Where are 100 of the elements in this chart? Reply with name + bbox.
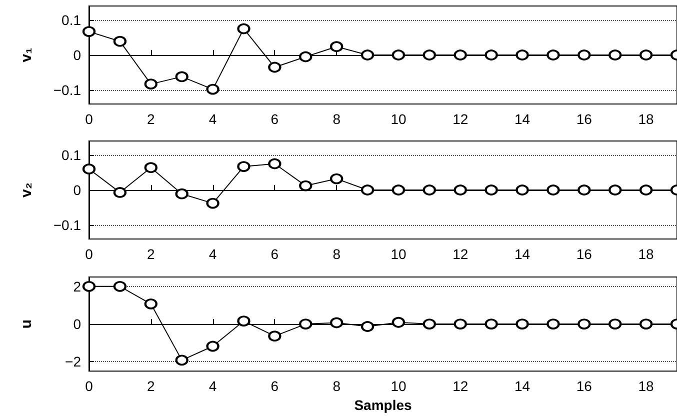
point bbox=[546, 184, 560, 196]
point bbox=[392, 316, 405, 328]
y-tick-label: 0.1 bbox=[62, 147, 82, 163]
x-tick-label: 18 bbox=[638, 246, 654, 262]
point bbox=[330, 41, 344, 52]
point bbox=[330, 173, 344, 184]
point bbox=[422, 50, 436, 60]
x-tick-label: 4 bbox=[208, 246, 217, 262]
y-tick-label: 2 bbox=[73, 278, 82, 294]
x-axis-title: Samples bbox=[354, 397, 412, 413]
y-tick-label: 0 bbox=[73, 182, 82, 198]
x-tick-label: 18 bbox=[638, 111, 654, 127]
point bbox=[175, 188, 188, 200]
point bbox=[237, 23, 250, 34]
x-tick-label: 10 bbox=[390, 378, 406, 394]
point bbox=[206, 84, 220, 95]
x-tick-label: 10 bbox=[390, 246, 406, 262]
point bbox=[144, 78, 158, 90]
point bbox=[144, 298, 158, 310]
point bbox=[392, 184, 405, 196]
point bbox=[237, 161, 250, 172]
x-tick-label: 14 bbox=[514, 378, 530, 394]
x-tick-label: 0 bbox=[85, 246, 94, 262]
point bbox=[361, 321, 374, 332]
point bbox=[640, 50, 653, 60]
point bbox=[361, 50, 374, 60]
x-tick-label: 8 bbox=[332, 246, 341, 262]
point bbox=[268, 62, 282, 73]
point bbox=[608, 50, 622, 60]
point bbox=[268, 330, 282, 342]
point bbox=[144, 162, 158, 174]
point bbox=[82, 164, 96, 174]
point bbox=[361, 184, 374, 196]
y-axis-title: v₁ bbox=[18, 48, 35, 62]
point bbox=[82, 280, 96, 292]
point bbox=[175, 71, 188, 82]
point bbox=[299, 180, 312, 192]
point bbox=[454, 318, 467, 330]
point bbox=[484, 184, 498, 196]
x-tick-label: 16 bbox=[576, 378, 592, 394]
y-tick-label: 0 bbox=[73, 47, 82, 63]
x-tick-label: 4 bbox=[208, 378, 217, 394]
x-tick-label: 6 bbox=[270, 246, 279, 262]
x-tick-label: 16 bbox=[576, 246, 592, 262]
point bbox=[206, 340, 220, 352]
point bbox=[484, 50, 498, 60]
x-tick-label: 4 bbox=[208, 111, 217, 127]
point bbox=[516, 50, 529, 60]
x-tick-label: 0 bbox=[85, 111, 94, 127]
point bbox=[82, 26, 96, 38]
point bbox=[268, 158, 282, 170]
x-tick-label: 12 bbox=[452, 111, 468, 127]
point bbox=[484, 318, 498, 330]
point bbox=[454, 184, 467, 196]
point bbox=[113, 280, 126, 292]
point bbox=[454, 50, 467, 60]
point bbox=[516, 318, 529, 330]
x-tick-label: 16 bbox=[576, 111, 592, 127]
point bbox=[113, 186, 126, 198]
x-tick-label: 12 bbox=[452, 378, 468, 394]
point bbox=[422, 184, 436, 196]
point bbox=[516, 184, 529, 196]
x-tick-label: 14 bbox=[514, 246, 530, 262]
x-tick-label: 14 bbox=[514, 111, 530, 127]
point bbox=[113, 36, 126, 47]
point bbox=[206, 198, 220, 209]
y-axis-title: u bbox=[18, 319, 35, 329]
x-tick-label: 6 bbox=[270, 111, 279, 127]
point bbox=[578, 50, 591, 60]
point bbox=[546, 318, 560, 330]
point bbox=[299, 51, 312, 62]
x-tick-label: 2 bbox=[146, 111, 155, 127]
point bbox=[175, 354, 188, 366]
x-tick-label: 12 bbox=[452, 246, 468, 262]
y-tick-label: 0 bbox=[73, 316, 82, 332]
point bbox=[578, 318, 591, 330]
y-axis-title: v₂ bbox=[18, 182, 35, 198]
y-tick-label: −0.1 bbox=[53, 82, 82, 98]
x-tick-label: 2 bbox=[146, 378, 155, 394]
point bbox=[640, 318, 653, 330]
x-tick-label: 0 bbox=[85, 378, 94, 394]
point bbox=[578, 184, 591, 196]
point bbox=[608, 184, 622, 196]
x-tick-label: 18 bbox=[638, 378, 654, 394]
point bbox=[422, 318, 436, 330]
point bbox=[546, 50, 560, 60]
point bbox=[299, 318, 312, 330]
y-tick-label: −2 bbox=[65, 354, 82, 370]
point bbox=[640, 184, 653, 196]
x-tick-label: 10 bbox=[390, 111, 406, 127]
x-tick-label: 2 bbox=[146, 246, 155, 262]
point bbox=[608, 318, 622, 330]
y-tick-label: −0.1 bbox=[53, 217, 82, 233]
x-tick-label: 8 bbox=[332, 111, 341, 127]
y-tick-label: 0.1 bbox=[62, 12, 82, 28]
point bbox=[237, 316, 250, 327]
x-tick-label: 6 bbox=[270, 378, 279, 394]
point bbox=[330, 317, 344, 328]
point bbox=[392, 50, 405, 60]
x-tick-label: 8 bbox=[332, 378, 341, 394]
